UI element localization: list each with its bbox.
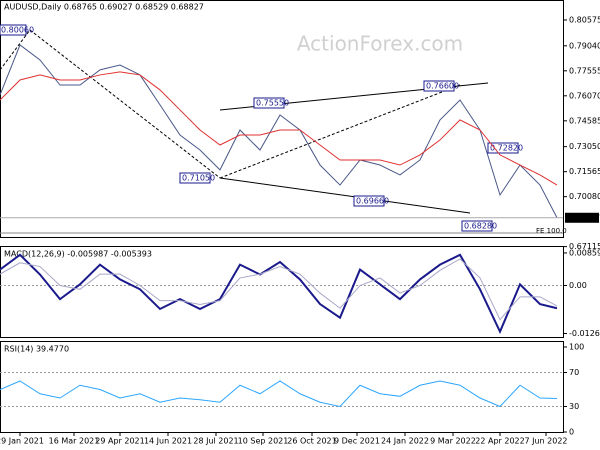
y-tick-label: 0.71565 bbox=[569, 167, 600, 176]
x-tick-label: 26 Oct 2021 bbox=[287, 437, 336, 446]
y-tick-label: 0.76070 bbox=[569, 91, 600, 100]
x-tick-label: 29 Apr 2021 bbox=[95, 437, 144, 446]
drawings bbox=[0, 29, 563, 234]
x-tick-label: 9 Mar 2022 bbox=[430, 437, 476, 446]
annotation: 0.80060 bbox=[1, 26, 34, 35]
annotations: 0.80060 0.71050 0.75550 0.76600 0.69660 … bbox=[0, 24, 567, 235]
annotation: 0.76600 bbox=[426, 82, 459, 91]
rsi-panel bbox=[0, 341, 564, 433]
x-tick-label: 22 Apr 2022 bbox=[475, 437, 524, 446]
x-tick-label: 14 Jun 2021 bbox=[144, 437, 192, 446]
annotation-box bbox=[423, 80, 455, 92]
main-panel bbox=[0, 0, 564, 238]
y-tick-label: 0.77555 bbox=[569, 66, 600, 75]
annotation: 0.69660 bbox=[356, 197, 389, 206]
price-label: 0.68827 bbox=[567, 213, 600, 222]
y-tick-label: 0.79040 bbox=[569, 41, 600, 50]
y-tick-label: 0.70080 bbox=[569, 192, 600, 201]
annotation-box bbox=[179, 172, 211, 184]
trend-line bbox=[0, 29, 31, 71]
annotation: FE 100.0 bbox=[536, 227, 567, 235]
trend-line bbox=[219, 84, 461, 179]
annotation-box bbox=[0, 24, 27, 36]
x-tick-label: 29 Jan 2021 bbox=[0, 437, 44, 446]
trend-line bbox=[219, 177, 471, 214]
series-line bbox=[0, 253, 558, 335]
watermark: ActionForex.com bbox=[297, 32, 463, 56]
series-line bbox=[0, 380, 558, 408]
y-tick-label: 0.74585 bbox=[569, 116, 600, 125]
trend-line bbox=[29, 29, 221, 179]
y-tick-label: 30 bbox=[569, 402, 579, 411]
y-tick-label: 0.80575 bbox=[569, 15, 600, 24]
x-tick-label: 9 Dec 2021 bbox=[334, 437, 380, 446]
series-line bbox=[0, 71, 558, 186]
annotation-box bbox=[461, 220, 493, 232]
y-tick-label: 100 bbox=[569, 343, 584, 352]
x-tick-label: 16 Mar 2021 bbox=[49, 437, 100, 446]
x-tick-label: 24 Jan 2022 bbox=[381, 437, 429, 446]
x-tick-label: 28 Jul 2021 bbox=[193, 437, 238, 446]
y-tick-label: 0 bbox=[569, 428, 574, 437]
annotation: 0.71050 bbox=[182, 174, 215, 183]
macd-title: MACD(12,26,9) -0.005987 -0.005393 bbox=[4, 250, 152, 259]
annotation-box bbox=[353, 195, 385, 207]
chart-title: AUDUSD,Daily 0.68765 0.69027 0.68529 0.6… bbox=[4, 3, 204, 12]
annotation: 0.68280 bbox=[464, 222, 497, 231]
y-tick-label: 0.73050 bbox=[569, 142, 600, 151]
annotation-box bbox=[253, 97, 285, 109]
annotation: 0.72820 bbox=[490, 144, 523, 153]
x-tick-label: 7 Jun 2022 bbox=[524, 437, 567, 446]
price-box bbox=[565, 212, 599, 223]
y-tick-label: 0.00 bbox=[569, 281, 587, 290]
annotation: 0.75550 bbox=[256, 99, 289, 108]
annotation-box bbox=[487, 142, 519, 154]
series-line bbox=[0, 44, 558, 218]
y-tick-label: 70 bbox=[569, 368, 579, 377]
x-tick-label: 10 Sep 2021 bbox=[238, 437, 289, 446]
macd-panel bbox=[0, 246, 564, 338]
y-tick-label: 0.67115 bbox=[569, 242, 600, 251]
series-line bbox=[0, 258, 558, 321]
rsi-title: RSI(14) 39.4770 bbox=[4, 345, 69, 354]
y-tick-label: -0.01267 bbox=[569, 329, 600, 338]
y-tick-label: 0.008596 bbox=[569, 248, 600, 257]
